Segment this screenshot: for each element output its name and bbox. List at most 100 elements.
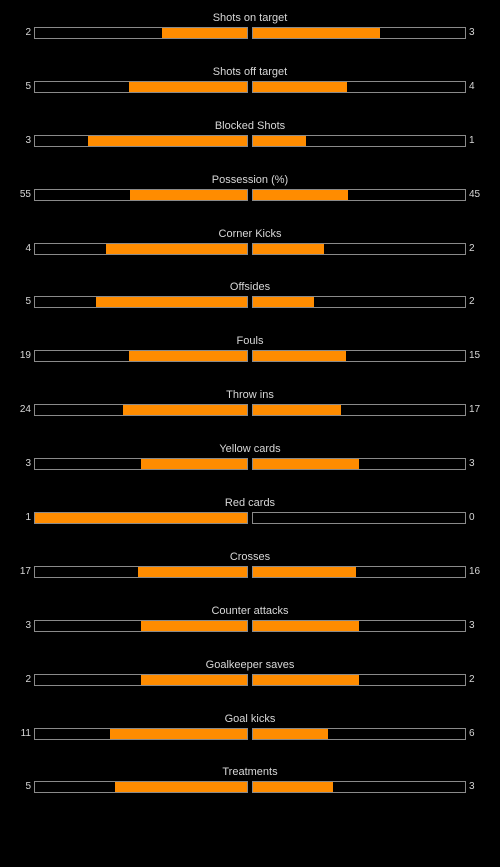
home-bar-fill xyxy=(105,243,247,254)
away-bar-track xyxy=(252,296,466,309)
stat-row: Blocked Shots 3 1 xyxy=(0,118,500,172)
home-bar-fill xyxy=(130,189,247,200)
home-bar-track xyxy=(34,80,248,93)
away-value: 3 xyxy=(469,458,475,470)
away-bar-fill xyxy=(253,351,347,362)
home-bar-track xyxy=(34,512,248,525)
stat-row: Treatments 5 3 xyxy=(0,764,500,818)
away-bar-track xyxy=(252,512,466,525)
home-bar-track xyxy=(34,27,248,39)
stat-label: Shots off target xyxy=(212,65,288,78)
home-bar-fill xyxy=(141,620,247,631)
stat-label: Possession (%) xyxy=(211,173,289,186)
away-value: 3 xyxy=(469,781,475,793)
stat-row: Goalkeeper saves 2 2 xyxy=(0,657,500,711)
away-bar-track xyxy=(252,619,466,632)
home-bar-fill xyxy=(88,135,247,146)
stat-row: Offsides 5 2 xyxy=(0,279,500,333)
away-bar-fill xyxy=(253,674,359,685)
home-bar-track xyxy=(34,619,248,632)
home-value: 1 xyxy=(25,512,31,524)
away-value: 15 xyxy=(469,350,481,362)
stat-row: Red cards 1 0 xyxy=(0,495,500,549)
home-bar-track xyxy=(34,781,248,794)
home-bar-fill xyxy=(109,728,247,739)
away-value: 3 xyxy=(469,619,475,631)
away-value: 16 xyxy=(469,565,481,577)
home-bar-track xyxy=(34,242,248,255)
away-value: 2 xyxy=(469,673,475,685)
stat-label: Shots on target xyxy=(212,12,288,24)
away-bar-track xyxy=(252,134,466,147)
home-value: 2 xyxy=(25,27,31,38)
home-value: 5 xyxy=(25,80,31,92)
home-bar-fill xyxy=(35,513,247,524)
home-value: 3 xyxy=(25,458,31,470)
home-value: 3 xyxy=(25,619,31,631)
stat-row: Yellow cards 3 3 xyxy=(0,441,500,495)
away-bar-track xyxy=(252,188,466,201)
away-value: 1 xyxy=(469,134,475,146)
home-bar-track xyxy=(34,350,248,363)
stat-label: Red cards xyxy=(224,497,276,510)
away-value: 6 xyxy=(469,727,475,739)
home-value: 2 xyxy=(25,673,31,685)
away-bar-track xyxy=(252,673,466,686)
away-bar-fill xyxy=(253,782,333,793)
away-bar-track xyxy=(252,404,466,417)
home-value: 3 xyxy=(25,134,31,146)
stat-label: Goalkeeper saves xyxy=(205,658,295,671)
stat-label: Fouls xyxy=(236,335,264,348)
away-value: 45 xyxy=(469,188,481,200)
home-value: 19 xyxy=(19,350,31,362)
stat-label: Crosses xyxy=(229,550,271,563)
away-bar-track xyxy=(252,80,466,93)
home-value: 4 xyxy=(25,242,31,254)
away-value: 4 xyxy=(469,80,475,92)
home-bar-track xyxy=(34,296,248,309)
home-bar-fill xyxy=(137,566,247,577)
away-bar-fill xyxy=(253,81,348,92)
away-bar-fill xyxy=(253,28,381,38)
home-bar-track xyxy=(34,458,248,471)
home-bar-fill xyxy=(128,351,247,362)
home-bar-track xyxy=(34,565,248,578)
away-bar-track xyxy=(252,242,466,255)
stat-label: Treatments xyxy=(222,766,278,779)
away-bar-fill xyxy=(253,728,328,739)
home-bar-fill xyxy=(114,782,247,793)
away-bar-track xyxy=(252,27,466,39)
home-bar-track xyxy=(34,134,248,147)
home-bar-fill xyxy=(141,674,247,685)
home-bar-track xyxy=(34,404,248,417)
away-bar-fill xyxy=(253,297,314,308)
stat-label: Throw ins xyxy=(226,389,274,402)
away-bar-track xyxy=(252,781,466,794)
stat-label: Offsides xyxy=(229,281,271,294)
stat-row: Throw ins 24 17 xyxy=(0,387,500,441)
stat-label: Yellow cards xyxy=(219,443,281,456)
away-value: 0 xyxy=(469,512,475,524)
home-bar-fill xyxy=(122,405,247,416)
away-value: 3 xyxy=(469,27,475,38)
stat-row: Possession (%) 55 45 xyxy=(0,172,500,226)
home-value: 17 xyxy=(19,565,31,577)
away-bar-fill xyxy=(253,243,324,254)
home-bar-track xyxy=(34,727,248,740)
away-bar-fill xyxy=(253,405,341,416)
home-bar-fill xyxy=(162,28,247,38)
away-bar-fill xyxy=(253,459,359,470)
stat-label: Goal kicks xyxy=(224,712,276,725)
stat-row: Shots on target 2 3 xyxy=(0,10,500,64)
match-stats-list: Shots on target 2 3 Shots off target 5 4… xyxy=(0,10,500,818)
stat-row: Fouls 19 15 xyxy=(0,333,500,387)
home-bar-track xyxy=(34,673,248,686)
home-bar-track xyxy=(34,188,248,201)
away-bar-fill xyxy=(253,566,356,577)
home-value: 55 xyxy=(19,188,31,200)
home-value: 5 xyxy=(25,296,31,308)
stat-label: Corner Kicks xyxy=(218,227,282,240)
stat-row: Shots off target 5 4 xyxy=(0,64,500,118)
away-value: 17 xyxy=(469,404,481,416)
away-bar-fill xyxy=(253,620,359,631)
